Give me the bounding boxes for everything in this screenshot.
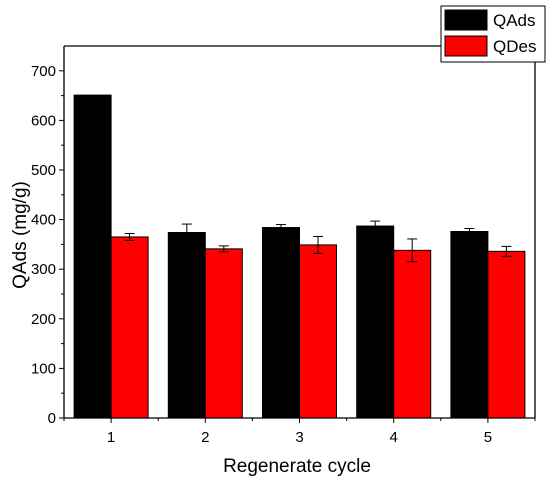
error-bar-qdes-4 — [407, 238, 418, 263]
y-tick-label-700: 700 — [31, 63, 56, 80]
axes-layer: 0 100 200 300 400 500 600 700 1 2 3 4 5 — [31, 45, 536, 446]
x-tick-label-5: 5 — [484, 429, 492, 446]
y-tick-label-400: 400 — [31, 212, 56, 229]
error-bar-qads-2 — [181, 223, 192, 242]
error-bar-qdes-2 — [218, 245, 229, 253]
bar-qads-4 — [356, 225, 395, 419]
legend-label-qdes: QDes — [493, 37, 536, 56]
bar-qdes-4 — [393, 249, 432, 419]
error-bar-qads-3 — [276, 224, 286, 232]
bar-qads-5 — [450, 231, 489, 419]
y-tick-label-600: 600 — [31, 112, 56, 129]
legend-swatch-qads — [444, 9, 488, 31]
legend: QAds QDes — [440, 5, 546, 63]
plot-layer — [73, 94, 526, 419]
bar-qads-1 — [73, 94, 112, 419]
x-tick-label-1: 1 — [107, 429, 115, 446]
x-tick-label-2: 2 — [201, 429, 209, 446]
y-tick-label-300: 300 — [31, 261, 56, 278]
error-bar-qdes-5 — [501, 245, 512, 257]
x-axis-title: Regenerate cycle — [223, 456, 371, 477]
bar-qdes-5 — [487, 250, 526, 419]
bar-qads-3 — [262, 227, 300, 419]
bar-qdes-3 — [299, 244, 337, 419]
error-bar-qads-4 — [370, 220, 381, 232]
y-tick-label-200: 200 — [31, 311, 56, 328]
error-bar-qads-5 — [464, 228, 475, 235]
bar-qdes-2 — [204, 248, 243, 419]
x-tick-label-4: 4 — [390, 429, 398, 446]
error-bar-qdes-1 — [124, 232, 135, 241]
y-tick-label-0: 0 — [48, 410, 56, 427]
bar-qads-2 — [167, 231, 206, 419]
x-tick-label-3: 3 — [295, 429, 303, 446]
bar-qdes-1 — [110, 236, 149, 419]
y-axis-title: QAds (mg/g) — [10, 181, 31, 289]
legend-label-qads: QAds — [493, 11, 536, 30]
y-tick-label-500: 500 — [31, 162, 56, 179]
y-tick-label-100: 100 — [31, 360, 56, 377]
legend-swatch-qdes — [444, 35, 488, 57]
error-bar-qdes-3 — [313, 235, 323, 254]
